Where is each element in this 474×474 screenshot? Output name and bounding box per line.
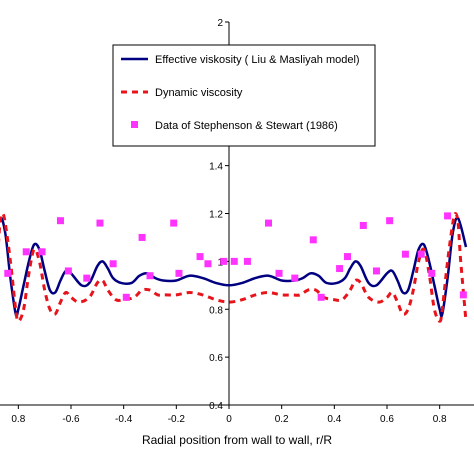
legend-label-effective: Effective viskosity ( Liu & Masliyah mod…: [155, 54, 360, 66]
data-point-marker: [359, 221, 367, 229]
data-point-marker: [122, 293, 130, 301]
y-tick-label: 0.4: [209, 401, 223, 412]
data-point-marker: [372, 267, 380, 275]
x-tick-label: -0.4: [115, 414, 133, 425]
y-tick-label: 1.2: [209, 210, 223, 221]
legend-label-dynamic: Dynamic viscosity: [155, 87, 243, 99]
x-tick-label: -0.2: [168, 414, 186, 425]
series-layer: [0, 212, 468, 323]
data-point-marker: [428, 269, 436, 277]
x-tick-label: -0.6: [62, 414, 80, 425]
data-point-marker: [4, 269, 12, 277]
data-point-marker: [196, 253, 204, 261]
data-point-marker: [336, 265, 344, 273]
data-point-marker: [146, 272, 154, 280]
data-point-marker: [291, 274, 299, 282]
x-tick-label: 0.6: [380, 414, 394, 425]
data-point-marker: [309, 236, 317, 244]
data-point-marker: [38, 248, 46, 256]
data-point-marker: [170, 219, 178, 227]
data-point-marker: [22, 248, 30, 256]
x-tick-label: 0.4: [327, 414, 341, 425]
x-tick-label: 0: [226, 414, 232, 425]
data-point-marker: [64, 267, 72, 275]
data-point-marker: [459, 291, 467, 299]
data-point-marker: [83, 274, 91, 282]
y-tick-label: 0.6: [209, 353, 223, 364]
legend-swatch-data: [131, 121, 138, 128]
data-point-marker: [417, 250, 425, 258]
legend-box: [112, 44, 376, 147]
y-tick-label: 2: [217, 18, 223, 29]
x-tick-label: 0.2: [275, 414, 289, 425]
y-tick-label: 0.8: [209, 305, 223, 316]
effective-viscosity-line: [0, 216, 468, 318]
data-point-marker: [175, 269, 183, 277]
x-axis-title: Radial position from wall to wall, r/R: [142, 433, 332, 447]
data-point-marker: [243, 257, 251, 265]
dynamic-viscosity-line: [0, 212, 468, 323]
data-point-marker: [344, 253, 351, 261]
data-point-marker: [386, 217, 394, 225]
data-point-marker: [56, 217, 64, 225]
legend-label-data: Data of Stephenson & Stewart (1986): [155, 120, 338, 132]
data-point-marker: [96, 219, 104, 227]
y-tick-label: 1.4: [209, 162, 223, 173]
data-point-marker: [138, 233, 146, 241]
data-point-marker: [317, 293, 325, 301]
plot-area: 0.8 -0.6 -0.4 -0.2 0 0.2 0.4 0.6 0.8 0.40.60.811…: [0, 18, 474, 425]
x-tick-label: 0.8: [11, 414, 25, 425]
data-point-marker: [265, 219, 272, 227]
data-point-marker: [220, 257, 228, 265]
data-point-marker: [204, 260, 212, 268]
legend: Effective viskosity ( Liu & Masliyah mod…: [112, 44, 376, 147]
data-point-marker: [109, 260, 117, 268]
x-tick-label: 0.8: [433, 414, 447, 425]
x-axis-ticks: 0.8 -0.6 -0.4 -0.2 0 0.2 0.4 0.6 0.8: [11, 405, 447, 425]
data-point-marker: [275, 269, 283, 277]
data-point-marker: [444, 212, 452, 220]
data-point-marker: [401, 250, 409, 258]
data-point-marker: [230, 257, 238, 265]
